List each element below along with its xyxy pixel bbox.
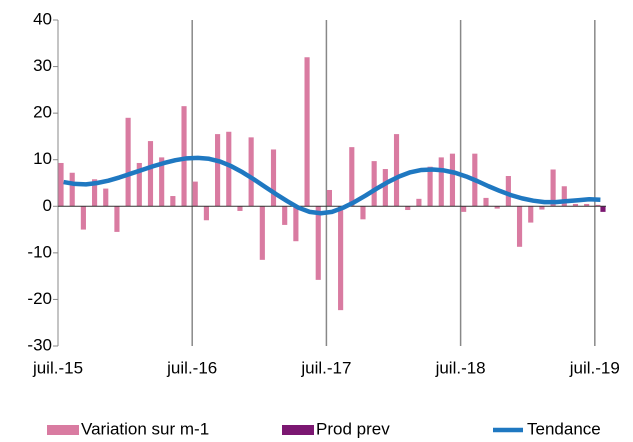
bar [338,206,344,311]
bar [584,203,590,207]
bar [572,203,579,207]
x-tick-label: juil.-18 [435,358,486,377]
bar [494,206,500,209]
bar [69,172,75,207]
bar [516,206,523,247]
bar [371,161,377,207]
bar [505,176,511,207]
bar [550,169,556,207]
y-tick-label: 30 [33,56,52,75]
bar [405,206,411,211]
bar [248,137,254,207]
legend-swatch [47,425,79,435]
bar [304,57,310,207]
bar [159,157,165,207]
legend-label: Prod prev [316,419,390,438]
x-tick-label: juil.-19 [569,358,620,377]
bar [595,204,601,207]
bar [80,206,86,230]
bar [192,181,198,207]
bar [226,131,232,207]
bar [461,206,467,212]
x-tick-label: juil.-15 [32,358,83,377]
bar [215,134,221,207]
y-tick-label: -10 [27,242,52,261]
bar [282,206,288,225]
bar [393,134,400,207]
y-tick-label: 10 [33,149,52,168]
bar [600,206,606,212]
bar [58,162,64,207]
bar [259,206,265,260]
bar [170,196,176,207]
bar [539,206,545,210]
bar [293,206,299,242]
bar [360,206,366,220]
bar [136,162,142,207]
bar [382,169,388,207]
y-tick-label: 20 [33,103,52,122]
bar [125,117,131,207]
y-tick-label: -20 [27,289,52,308]
trend-line [63,155,601,216]
bar [270,149,277,207]
legend-swatch [282,425,314,435]
bar [483,197,489,207]
bar [561,186,567,207]
bar [449,153,456,207]
legend-label: Variation sur m-1 [81,419,209,438]
bar [326,189,332,207]
x-tick-label: juil.-16 [166,358,217,377]
x-tick-label: juil.-17 [300,358,351,377]
bar [315,206,321,280]
y-tick-label: 0 [43,196,52,215]
y-tick-label: -30 [27,335,52,354]
bar [181,106,187,207]
y-tick-label: 40 [33,9,52,28]
bar [416,198,422,207]
bar [349,147,355,207]
bar [427,166,433,207]
bar [528,206,534,223]
bar [114,206,120,232]
bar [91,179,98,207]
bar [203,206,209,221]
bar [438,157,444,207]
bar [103,188,109,207]
legend-label: Tendance [527,419,601,438]
bar [237,206,243,211]
bar [147,141,154,207]
